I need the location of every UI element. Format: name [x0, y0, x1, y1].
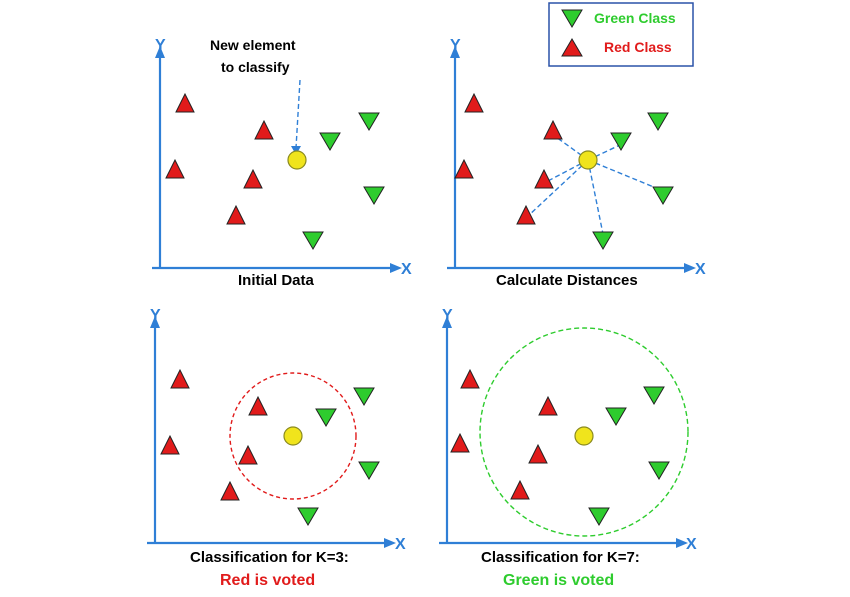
y-axis-head	[150, 316, 160, 328]
green-point	[652, 186, 674, 205]
green-point	[315, 408, 337, 427]
panel-k7: Y X Classification for K=7: Green is vot…	[439, 307, 697, 589]
red-point	[243, 168, 263, 189]
green-points	[302, 112, 385, 250]
panel-initial-data: New element to classify Y X Initial Data	[152, 37, 412, 289]
x-axis-letter: X	[401, 261, 412, 278]
distance-line	[587, 159, 662, 191]
distance-line	[587, 144, 621, 161]
annotation-arrow	[295, 79, 301, 149]
legend-red-label: Red Class	[604, 39, 672, 55]
green-point	[358, 461, 380, 480]
red-point	[226, 204, 246, 225]
red-point	[516, 204, 536, 225]
green-point	[648, 461, 670, 480]
legend: Green Class Red Class	[548, 2, 694, 67]
y-axis-head	[450, 46, 460, 58]
legend-green-label: Green Class	[594, 10, 676, 26]
green-point	[592, 231, 614, 250]
new-element-point	[283, 426, 303, 446]
green-point	[297, 507, 319, 526]
red-points	[165, 92, 274, 225]
red-point	[454, 158, 474, 179]
green-point	[588, 507, 610, 526]
green-point	[353, 387, 375, 406]
y-axis-head	[442, 316, 452, 328]
red-points	[450, 368, 558, 500]
panel-calculate-distances: Y X Calculate Distances	[447, 37, 706, 289]
x-axis-head	[684, 263, 696, 273]
y-axis-letter: Y	[150, 307, 161, 324]
green-points	[592, 112, 674, 250]
green-point	[647, 112, 669, 131]
panel-caption: Classification for K=3:	[190, 549, 349, 566]
new-element-point	[578, 150, 598, 170]
x-axis-letter: X	[686, 536, 697, 553]
y-axis-letter: Y	[442, 307, 453, 324]
k3-neighborhood-circle	[229, 372, 357, 500]
green-point	[605, 407, 627, 426]
k7-neighborhood-circle	[479, 327, 689, 537]
green-point	[610, 132, 632, 151]
k7-result: Green is voted	[503, 572, 614, 589]
x-axis-letter: X	[395, 536, 406, 553]
red-points	[160, 368, 268, 501]
panel-caption: Initial Data	[238, 272, 315, 289]
green-point	[319, 132, 341, 151]
green-point	[358, 112, 380, 131]
new-element-point	[574, 426, 594, 446]
k3-result: Red is voted	[220, 572, 315, 589]
red-point	[175, 92, 195, 113]
new-element-point	[287, 150, 307, 170]
red-point	[460, 368, 480, 389]
x-axis-head	[384, 538, 396, 548]
red-point	[538, 395, 558, 416]
x-axis-head	[390, 263, 402, 273]
y-axis-letter: Y	[155, 37, 166, 54]
green-point	[302, 231, 324, 250]
green-point	[363, 186, 385, 205]
red-point	[510, 479, 530, 500]
red-point	[528, 443, 548, 464]
green-point	[643, 386, 665, 405]
red-point	[170, 368, 190, 389]
y-axis-letter: Y	[450, 37, 461, 54]
x-axis-letter: X	[695, 261, 706, 278]
red-point	[543, 119, 563, 140]
y-axis-head	[155, 46, 165, 58]
legend-red-triangle	[561, 38, 583, 57]
distance-line	[526, 159, 589, 218]
green-points	[297, 387, 380, 526]
annotation-line-1: New element	[210, 37, 296, 53]
red-point	[160, 434, 180, 455]
panel-k3: Y X Classification for K=3: Red is voted	[147, 307, 406, 589]
red-point	[165, 158, 185, 179]
distance-lines	[526, 136, 662, 235]
green-points	[588, 386, 670, 526]
legend-green-triangle	[561, 9, 583, 28]
red-points	[454, 92, 563, 225]
distance-line	[555, 136, 589, 161]
red-point	[254, 119, 274, 140]
distance-line	[587, 159, 604, 235]
red-point	[238, 444, 258, 465]
red-point	[248, 395, 268, 416]
red-point	[464, 92, 484, 113]
panel-caption: Classification for K=7:	[481, 549, 640, 566]
red-point	[220, 480, 240, 501]
annotation-line-2: to classify	[221, 59, 290, 75]
red-point	[534, 168, 554, 189]
x-axis-head	[676, 538, 688, 548]
red-point	[450, 432, 470, 453]
panel-caption: Calculate Distances	[496, 272, 638, 289]
